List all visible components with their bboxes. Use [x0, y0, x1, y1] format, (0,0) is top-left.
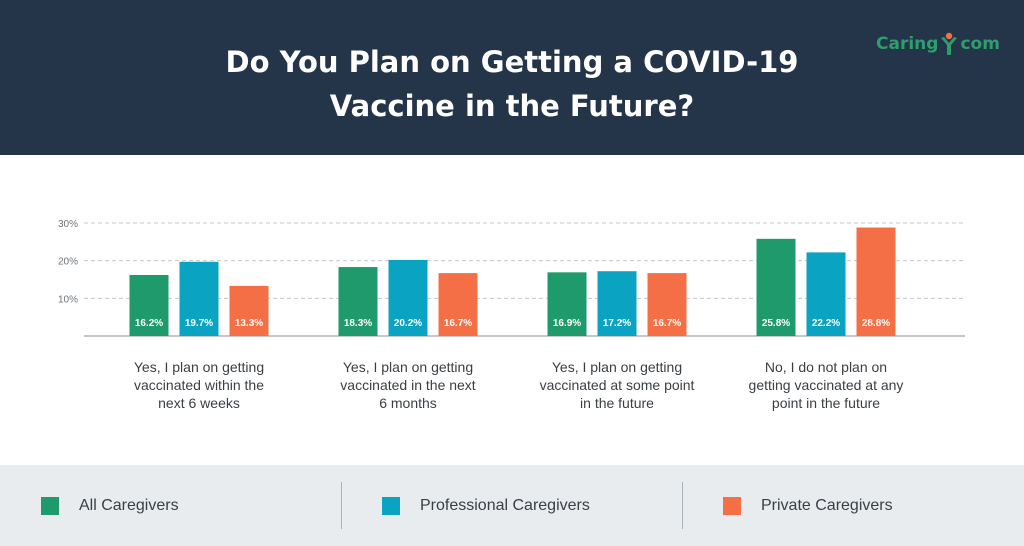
legend-item-all-caregivers: All Caregivers — [41, 465, 179, 546]
data-label: 22.2% — [812, 318, 840, 329]
bar-professional-caregivers — [179, 261, 219, 336]
logo-text-right: com — [960, 34, 1000, 54]
chart-title-line-2: Vaccine in the Future? — [329, 89, 695, 123]
data-label: 16.2% — [135, 318, 163, 329]
bar-professional-caregivers — [597, 271, 637, 336]
category-label: getting vaccinated at any — [749, 377, 904, 393]
category-label: vaccinated within the — [134, 377, 264, 393]
bar-private-caregivers — [856, 227, 896, 336]
legend: All Caregivers Professional Caregivers P… — [0, 465, 1024, 546]
category-label: Yes, I plan on getting — [134, 359, 264, 375]
data-label: 19.7% — [185, 318, 213, 329]
legend-label-all: All Caregivers — [79, 496, 179, 514]
data-label: 16.7% — [444, 318, 472, 329]
caregiver-person-icon — [939, 32, 959, 56]
category-label: vaccinated at some point — [540, 377, 695, 393]
header-banner: Do You Plan on Getting a COVID-19 Vaccin… — [0, 0, 1024, 155]
y-tick-label: 20% — [58, 257, 78, 268]
category-label: next 6 weeks — [158, 395, 240, 411]
data-label: 18.3% — [344, 318, 372, 329]
category-label: No, I do not plan on — [765, 359, 887, 375]
legend-divider — [341, 482, 342, 529]
bar-all-caregivers — [756, 238, 796, 336]
bar-all-caregivers — [547, 272, 587, 336]
bar-professional-caregivers — [388, 259, 428, 336]
category-label: 6 months — [379, 395, 437, 411]
data-label: 13.3% — [235, 318, 263, 329]
legend-label-professional: Professional Caregivers — [420, 496, 590, 514]
bar-all-caregivers — [129, 274, 169, 336]
legend-item-private-caregivers: Private Caregivers — [723, 465, 893, 546]
legend-swatch-all — [41, 496, 59, 515]
data-label: 25.8% — [762, 318, 790, 329]
legend-item-professional-caregivers: Professional Caregivers — [382, 465, 590, 546]
bar-chart: 10% 20% 30% 16.2% 18.3% 16.9% 25.8% 19.7% 20.2% 1… — [58, 219, 965, 411]
data-label: 17.2% — [603, 318, 631, 329]
legend-divider — [682, 482, 683, 529]
y-tick-label: 30% — [58, 219, 78, 230]
logo-text-left: Caring — [876, 34, 939, 54]
bar-professional-caregivers — [806, 252, 846, 336]
category-label: Yes, I plan on getting — [343, 359, 473, 375]
chart-title-line-1: Do You Plan on Getting a COVID-19 — [225, 45, 799, 79]
data-label: 20.2% — [394, 318, 422, 329]
data-label: 28.8% — [862, 318, 890, 329]
caring-logo: Caring com — [876, 31, 1000, 57]
data-label: 16.9% — [553, 318, 581, 329]
legend-swatch-professional — [382, 496, 400, 515]
data-label: 16.7% — [653, 318, 681, 329]
bar-all-caregivers — [338, 267, 378, 336]
category-label: Yes, I plan on getting — [552, 359, 682, 375]
bar-private-caregivers — [647, 273, 687, 336]
chart-title: Do You Plan on Getting a COVID-19 Vaccin… — [0, 40, 1024, 128]
legend-label-private: Private Caregivers — [761, 496, 893, 514]
category-label: point in the future — [772, 395, 880, 411]
legend-swatch-private — [723, 496, 741, 515]
bar-private-caregivers — [229, 285, 269, 336]
category-label: vaccinated in the next — [340, 377, 476, 393]
bar-private-caregivers — [438, 273, 478, 336]
y-tick-label: 10% — [58, 294, 78, 305]
category-label: in the future — [580, 395, 654, 411]
